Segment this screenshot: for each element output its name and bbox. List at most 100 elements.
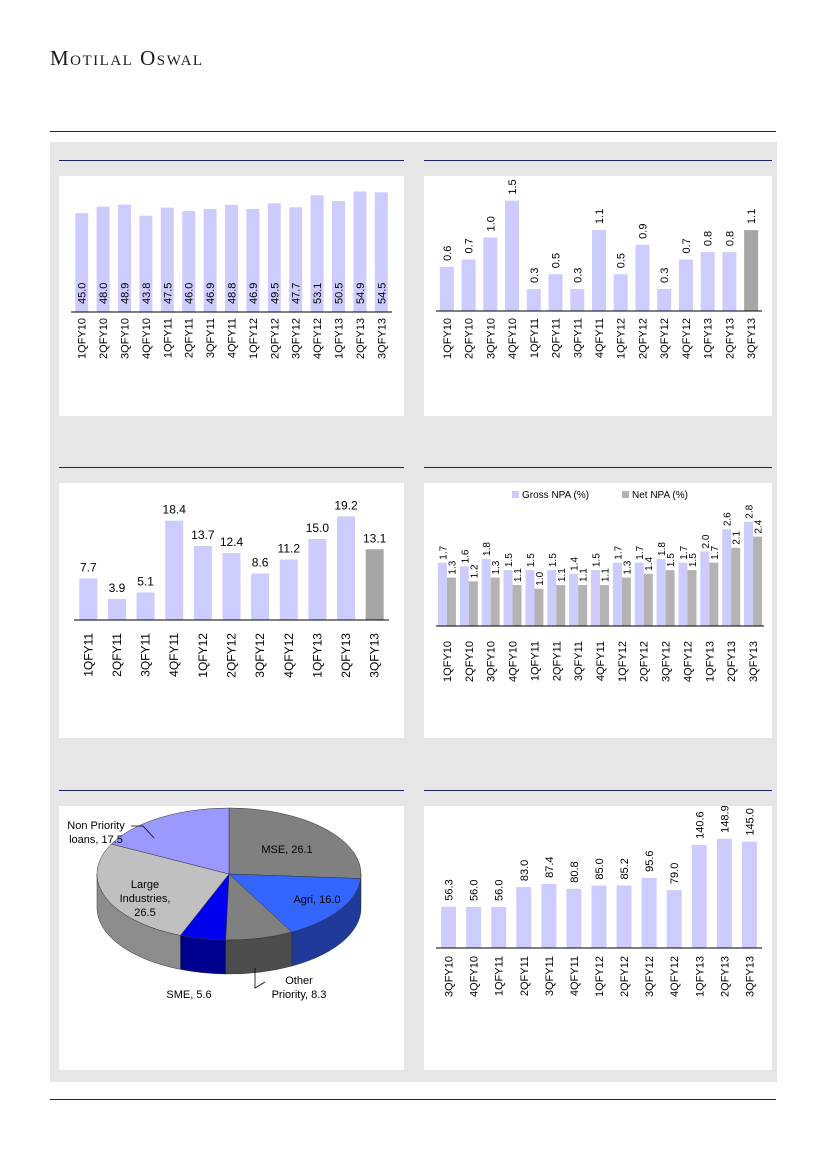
bar-2QFY12 bbox=[616, 885, 632, 948]
pie-label: Large Industries, 26.5 bbox=[120, 879, 171, 919]
tick-label: 1QFY12 bbox=[248, 318, 260, 359]
bar-4QFY11 bbox=[165, 520, 184, 620]
data-label: 5.1 bbox=[137, 574, 154, 588]
bar-gross-2QFY13 bbox=[722, 529, 732, 626]
data-label: 47.7 bbox=[291, 283, 303, 304]
bar-4QFY10 bbox=[466, 906, 482, 948]
bar-net-4QFY12 bbox=[687, 570, 697, 626]
data-label: 1.4 bbox=[570, 557, 581, 571]
bar-1QFY11 bbox=[79, 578, 98, 620]
bar-1QFY13 bbox=[332, 201, 345, 312]
bar-4QFY11 bbox=[592, 230, 606, 311]
data-label: 48.8 bbox=[227, 283, 239, 304]
data-label: 1.5 bbox=[526, 553, 537, 567]
bar-1QFY13 bbox=[308, 539, 327, 620]
tick-label: 3QFY10 bbox=[485, 318, 497, 359]
bar-3QFY12 bbox=[641, 877, 657, 948]
data-label: 54.9 bbox=[355, 283, 367, 304]
bar-gross-3QFY12 bbox=[656, 558, 666, 626]
data-label: 46.9 bbox=[205, 283, 217, 304]
panel-rule-3 bbox=[59, 467, 404, 468]
bar-1QFY11 bbox=[160, 207, 174, 312]
data-label: 1.5 bbox=[666, 553, 677, 567]
tick-label: 1QFY12 bbox=[196, 633, 210, 678]
bar-2QFY11 bbox=[548, 274, 563, 311]
bar-1QFY12 bbox=[246, 208, 260, 312]
tick-label: 4QFY12 bbox=[681, 318, 693, 359]
bar-3QFY12 bbox=[289, 207, 303, 312]
bar-4QFY10 bbox=[505, 200, 520, 311]
panel-rule-4 bbox=[424, 467, 772, 468]
chart-panel-5: MSE, 26.1 Agri, 16.0 Other Priority, 8.3 SME… bbox=[59, 806, 404, 1070]
data-label: 12.4 bbox=[220, 535, 244, 549]
bar-2QFY13 bbox=[337, 516, 356, 620]
data-label: 1.1 bbox=[579, 568, 590, 582]
chart-npa-bars: Gross NPA (%) Net NPA (%)1.71.31QFY101.61… bbox=[436, 490, 765, 682]
panel-rule-5 bbox=[59, 790, 404, 791]
bar-net-1QFY10 bbox=[446, 577, 456, 626]
tick-label: 2QFY13 bbox=[719, 956, 731, 997]
data-label: 3.9 bbox=[109, 581, 126, 595]
bar-4QFY12 bbox=[279, 559, 298, 620]
tick-label: 1QFY11 bbox=[529, 318, 541, 358]
bar-4QFY12 bbox=[666, 890, 682, 948]
bar-4QFY11 bbox=[225, 204, 238, 312]
tick-label: 4QFY12 bbox=[312, 318, 324, 359]
data-label: 43.8 bbox=[141, 283, 153, 304]
data-label: 1.6 bbox=[460, 549, 471, 563]
bar-1QFY10 bbox=[75, 213, 89, 312]
bar-2QFY13 bbox=[716, 838, 732, 948]
data-label: 48.0 bbox=[98, 283, 110, 304]
tick-label: 1QFY10 bbox=[77, 318, 89, 359]
tick-label: 1QFY11 bbox=[162, 318, 174, 358]
data-label: 95.6 bbox=[644, 850, 656, 871]
bar-1QFY13 bbox=[691, 844, 707, 948]
data-label: 13.1 bbox=[363, 531, 387, 545]
pie-slice-large-industries bbox=[96, 843, 230, 936]
data-label: 148.9 bbox=[719, 806, 731, 833]
data-label: 47.5 bbox=[162, 283, 174, 304]
bar-3QFY10 bbox=[118, 204, 131, 312]
bar-1QFY11 bbox=[491, 906, 507, 948]
bar-2QFY10 bbox=[96, 206, 110, 312]
data-label: 1.5 bbox=[548, 553, 559, 567]
tick-label: 3QFY13 bbox=[744, 956, 756, 997]
bar-1QFY12 bbox=[613, 274, 628, 311]
tick-label: 1QFY13 bbox=[694, 956, 706, 997]
tick-label: 3QFY10 bbox=[120, 318, 132, 359]
bar-1QFY10 bbox=[439, 266, 454, 311]
bar-3QFY13 bbox=[741, 841, 757, 948]
tick-label: 4QFY11 bbox=[595, 641, 607, 681]
data-label: 2.1 bbox=[732, 530, 743, 544]
data-label: 1.3 bbox=[622, 560, 633, 574]
pie-slice-non-priority-loans bbox=[110, 807, 230, 875]
bar-gross-2QFY10 bbox=[459, 566, 469, 626]
tick-label: 4QFY12 bbox=[669, 956, 681, 997]
chart-panel-6: 56.3 3QFY10 56.0 4QFY10 56.0 1QFY11 83.0 2QFY11… bbox=[424, 806, 772, 1070]
data-label: 1.7 bbox=[679, 545, 690, 559]
data-label: 87.4 bbox=[544, 856, 556, 877]
bar-3QFY11 bbox=[570, 288, 585, 311]
tick-label: 4QFY11 bbox=[167, 633, 181, 677]
legend-swatch bbox=[622, 491, 629, 498]
bar-net-2QFY12 bbox=[643, 573, 653, 626]
tick-label: 3QFY13 bbox=[748, 641, 760, 682]
data-label: 0.3 bbox=[529, 268, 541, 283]
chart-quarterly-bars-2: 0.6 1QFY10 0.7 2QFY10 1.0 3QFY10 1.5 4QFY10 0.3 1… bbox=[436, 179, 762, 359]
bar-gross-1QFY12 bbox=[612, 562, 622, 626]
tick-label: 1QFY13 bbox=[310, 633, 324, 678]
data-label: 0.3 bbox=[659, 268, 671, 283]
data-label: 2.6 bbox=[723, 512, 734, 526]
tick-label: 4QFY10 bbox=[508, 641, 520, 682]
tick-label: 1QFY12 bbox=[617, 641, 629, 682]
data-label: 0.6 bbox=[442, 246, 454, 261]
data-label: 54.5 bbox=[376, 283, 388, 304]
data-label: 7.7 bbox=[80, 560, 97, 574]
tick-label: 3QFY10 bbox=[444, 956, 456, 997]
legend-label: Net NPA (%) bbox=[632, 490, 688, 501]
bar-1QFY12 bbox=[193, 546, 212, 620]
tick-label: 3QFY13 bbox=[368, 633, 382, 678]
bar-2QFY13 bbox=[722, 252, 737, 311]
bar-gross-4QFY10 bbox=[503, 570, 513, 626]
data-label: 18.4 bbox=[163, 503, 187, 517]
